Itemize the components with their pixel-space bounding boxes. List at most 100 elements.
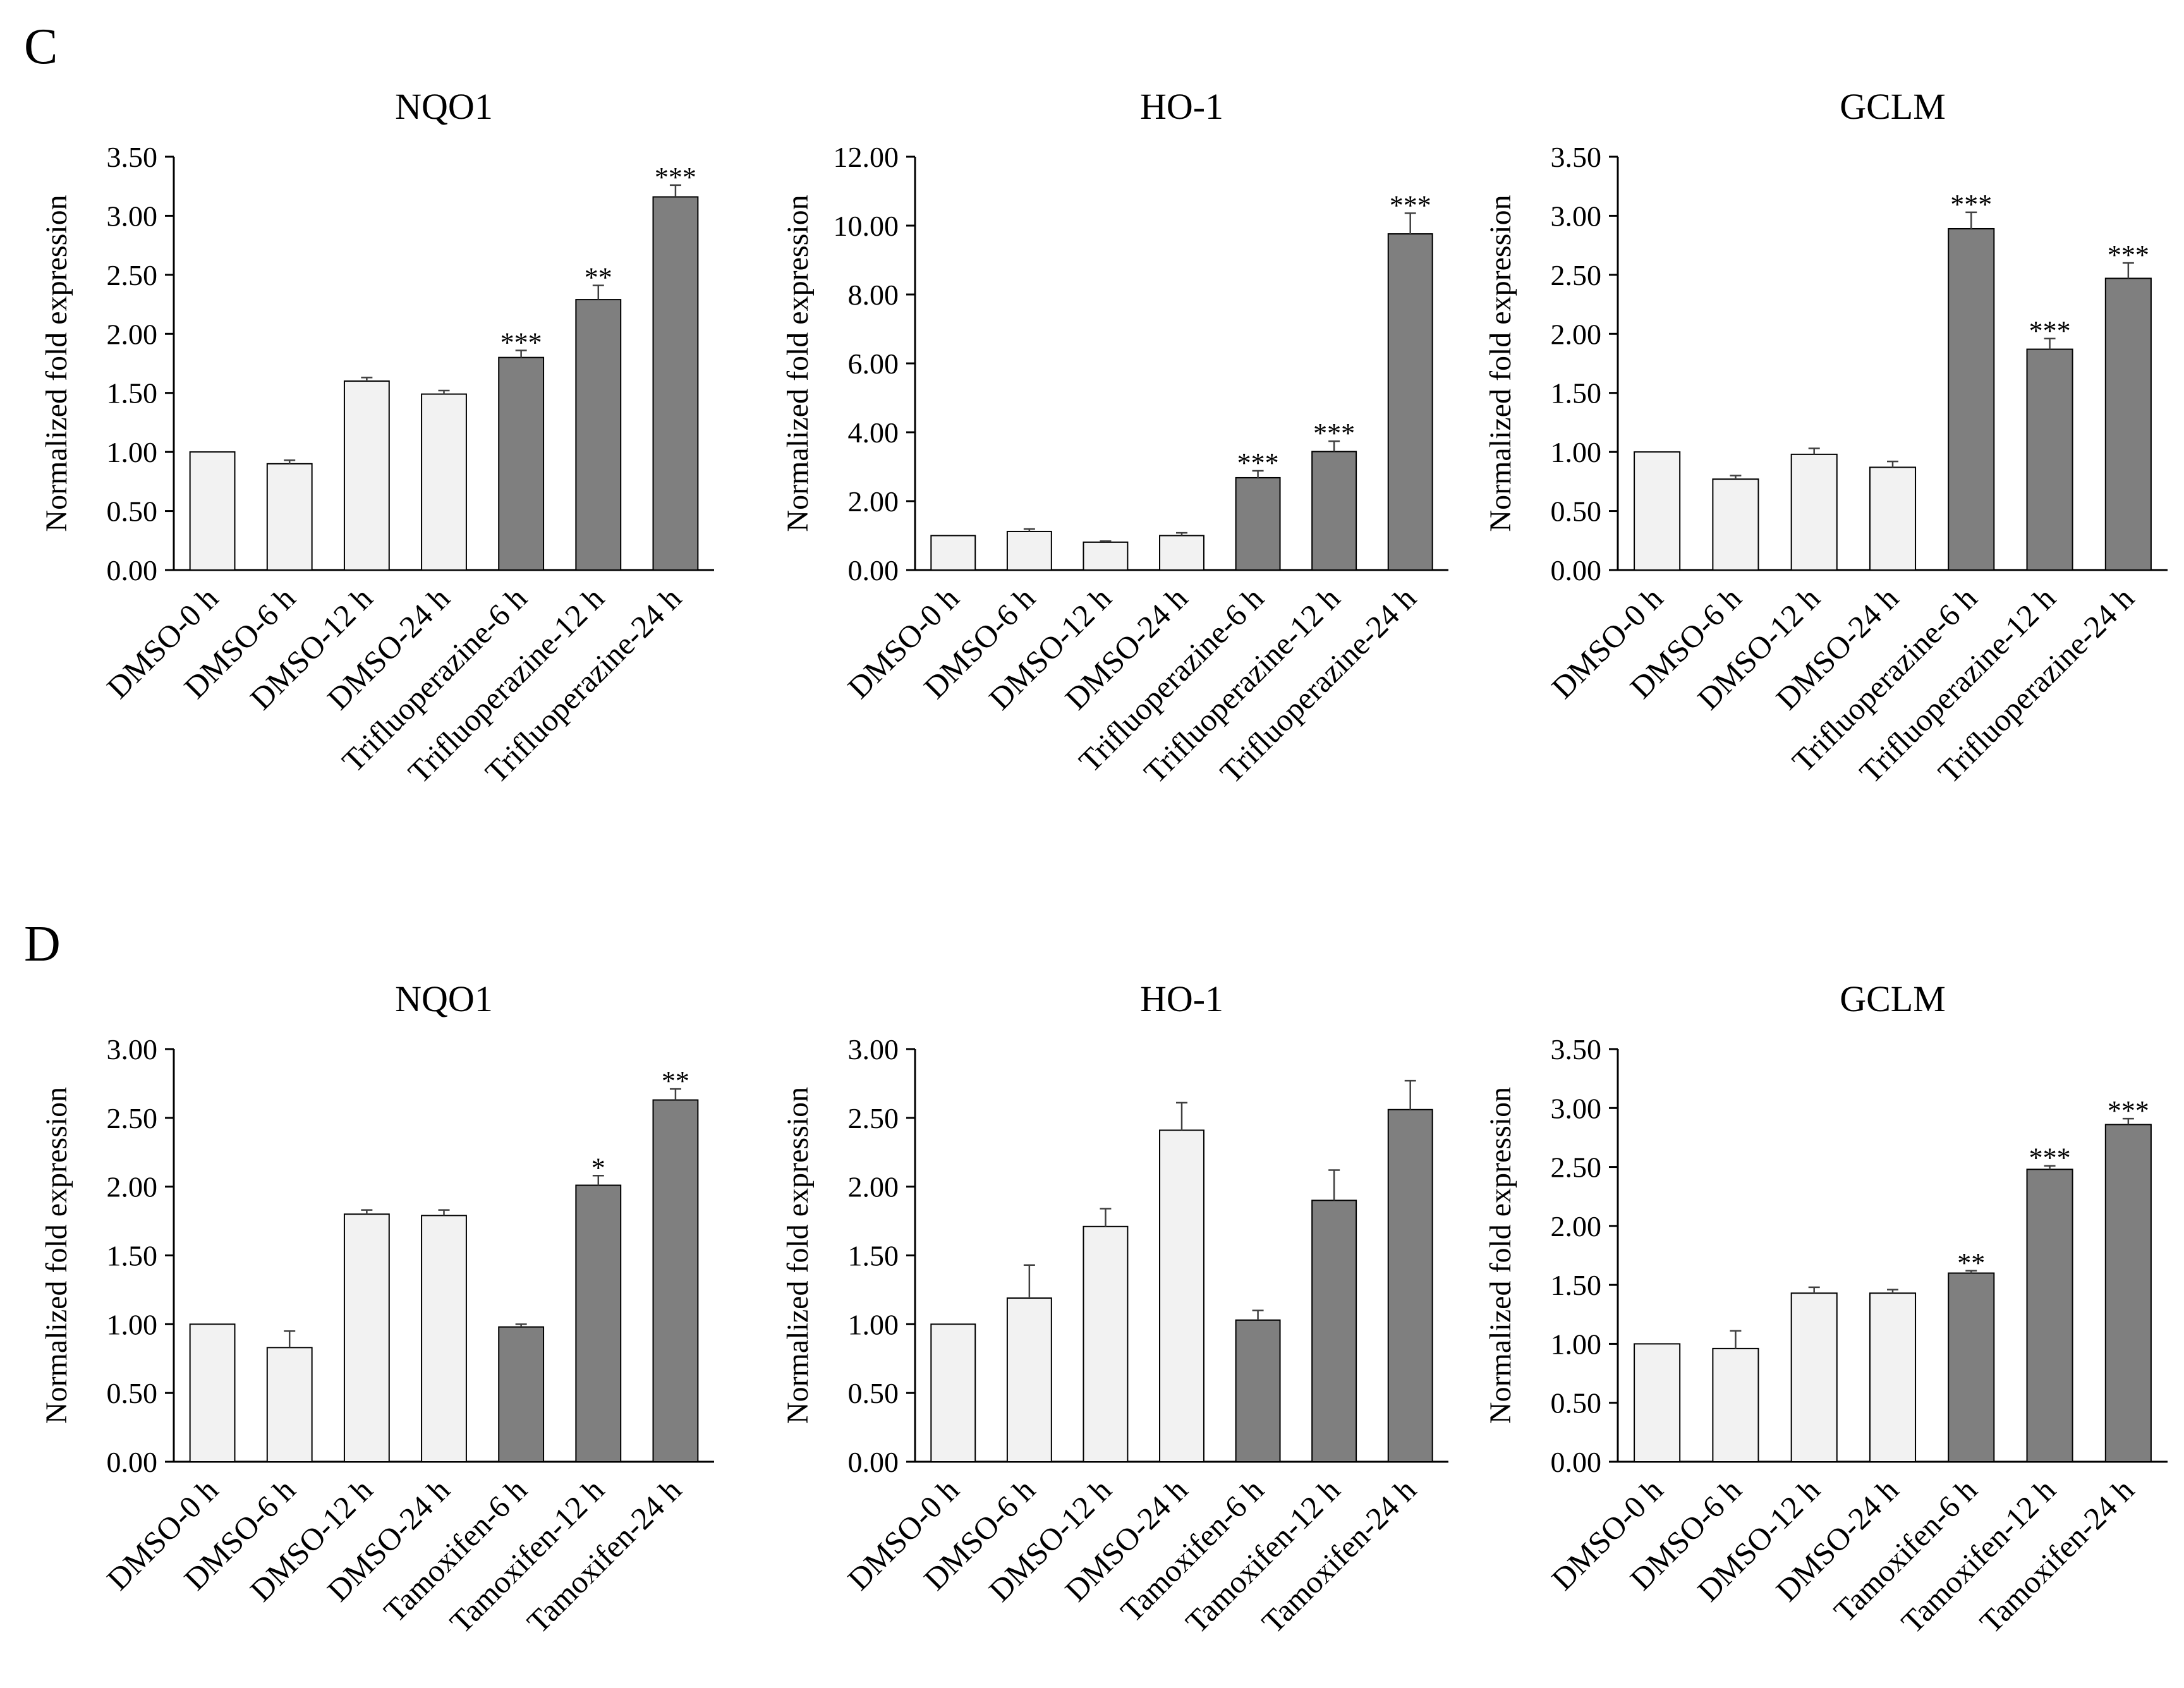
y-tick-label: 4.00 — [848, 416, 899, 449]
y-tick-label: 1.00 — [107, 436, 158, 468]
y-tick-label: 3.00 — [848, 1033, 899, 1066]
bar — [1083, 541, 1129, 571]
y-tick-label: 8.00 — [848, 279, 899, 311]
chart-d-gclm: GCLM Normalized fold expression 0.00 0.50 1.… — [1484, 978, 2168, 1640]
significance-label: *** — [2108, 1095, 2149, 1126]
bar — [2026, 1169, 2073, 1462]
significance-label: * — [592, 1152, 605, 1183]
bar — [1387, 1108, 1433, 1462]
y-tick-label: 2.00 — [107, 318, 158, 350]
significance-label: ** — [662, 1066, 689, 1096]
y-tick-label: 3.00 — [1551, 1092, 1602, 1124]
y-tick-label: 1.50 — [848, 1240, 899, 1272]
bar — [189, 451, 236, 571]
y-tick-label: 2.00 — [848, 485, 899, 518]
y-tick-label: 2.00 — [107, 1171, 158, 1203]
y-tick-label: 0.00 — [107, 554, 158, 586]
bar — [1235, 1319, 1281, 1462]
bar — [421, 393, 467, 571]
y-tick-label: 0.50 — [1551, 1387, 1602, 1419]
panel-label-c: C — [24, 19, 58, 75]
significance-label: *** — [2029, 1143, 2071, 1174]
y-tick-label: 3.00 — [107, 1033, 158, 1066]
bar — [1006, 1297, 1052, 1462]
bar — [1948, 228, 1995, 571]
chart-d-nqo1: NQO1 Normalized fold expression 0.00 0.50 1.… — [40, 978, 714, 1640]
significance-label: *** — [500, 327, 542, 358]
bar — [498, 1326, 545, 1463]
y-axis-label: Normalized fold expression — [1484, 1087, 1517, 1424]
bar — [575, 299, 622, 571]
chart-c-nqo1: NQO1 Normalized fold expression 0.00 0.50 1.… — [40, 86, 714, 790]
bar — [930, 535, 976, 571]
chart-title: GCLM — [1840, 86, 1946, 127]
bar — [1634, 451, 1681, 571]
y-tick-label: 3.00 — [107, 200, 158, 232]
significance-label: *** — [655, 162, 696, 193]
y-tick-label: 2.00 — [1551, 1210, 1602, 1242]
chart-c-ho-1: HO-1 Normalized fold expression 0.00 2.00 4.… — [781, 86, 1448, 790]
bar — [575, 1184, 622, 1462]
y-tick-label: 1.00 — [1551, 436, 1602, 468]
y-tick-label: 1.00 — [107, 1308, 158, 1340]
bar — [1006, 530, 1052, 571]
bar — [1387, 233, 1433, 571]
bar — [652, 1099, 699, 1462]
bar — [1311, 1199, 1357, 1463]
y-tick-label: 0.50 — [1551, 495, 1602, 528]
chart-title: GCLM — [1840, 978, 1946, 1019]
bar — [652, 196, 699, 571]
y-tick-label: 2.50 — [107, 259, 158, 291]
y-tick-label: 3.50 — [1551, 141, 1602, 173]
significance-label: ** — [585, 262, 612, 293]
y-tick-label: 3.50 — [107, 141, 158, 173]
significance-label: ** — [1957, 1248, 1985, 1278]
bar — [1159, 535, 1204, 571]
chart-d-ho-1: HO-1 Normalized fold expression 0.00 0.50 1.… — [781, 978, 1448, 1640]
y-tick-label: 1.50 — [1551, 377, 1602, 410]
bar — [1083, 1225, 1129, 1463]
significance-label: *** — [1950, 189, 1992, 220]
y-tick-label: 0.00 — [107, 1446, 158, 1478]
y-tick-label: 3.50 — [1551, 1033, 1602, 1066]
bar — [1869, 466, 1917, 571]
bar — [930, 1323, 976, 1462]
bar — [421, 1215, 467, 1463]
chart-title: HO-1 — [1140, 978, 1223, 1019]
y-tick-label: 0.50 — [107, 1377, 158, 1409]
bar — [1311, 451, 1357, 571]
y-axis-label: Normalized fold expression — [1484, 195, 1517, 531]
bar — [1869, 1292, 1917, 1463]
y-tick-label: 2.00 — [1551, 318, 1602, 350]
bar — [1712, 1347, 1759, 1462]
y-tick-label: 0.00 — [1551, 1446, 1602, 1478]
significance-label: *** — [2029, 315, 2071, 346]
y-tick-label: 2.50 — [1551, 1151, 1602, 1184]
y-tick-label: 1.00 — [848, 1308, 899, 1340]
y-tick-label: 6.00 — [848, 348, 899, 380]
significance-label: *** — [1390, 190, 1431, 221]
y-tick-label: 2.50 — [107, 1102, 158, 1134]
bar — [266, 463, 313, 571]
y-tick-label: 2.00 — [848, 1171, 899, 1203]
y-tick-label: 3.00 — [1551, 200, 1602, 232]
y-tick-label: 0.00 — [848, 1446, 899, 1478]
y-tick-label: 1.00 — [1551, 1328, 1602, 1360]
y-tick-label: 0.00 — [848, 554, 899, 586]
bar — [1634, 1343, 1681, 1462]
bar — [498, 356, 545, 571]
bar — [1159, 1129, 1204, 1462]
bar — [189, 1323, 236, 1462]
significance-label: *** — [2108, 240, 2149, 270]
y-axis-label: Normalized fold expression — [40, 1087, 73, 1424]
chart-title: NQO1 — [395, 86, 493, 127]
bar — [343, 1213, 390, 1462]
bar — [1948, 1272, 1995, 1462]
y-tick-label: 12.00 — [834, 141, 899, 173]
chart-title: NQO1 — [395, 978, 493, 1019]
bar — [1235, 477, 1281, 571]
y-tick-label: 0.00 — [1551, 554, 1602, 586]
y-tick-label: 10.00 — [834, 210, 899, 242]
bar — [2104, 1124, 2152, 1463]
